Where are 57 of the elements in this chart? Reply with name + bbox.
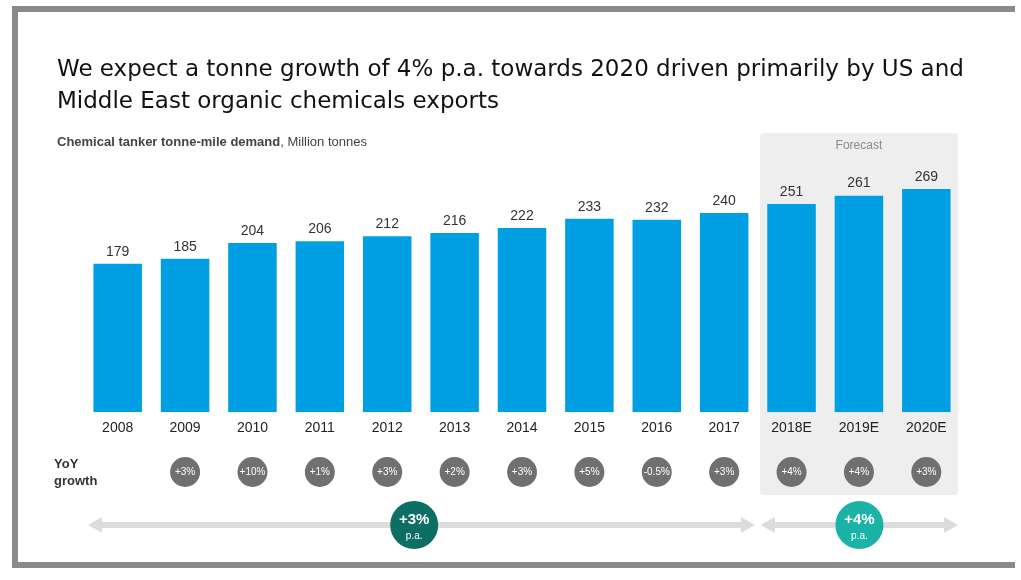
x-tick-label: 2010 bbox=[236, 419, 269, 436]
x-tick-label: 2015 bbox=[573, 419, 606, 436]
text: +3% bbox=[916, 465, 937, 477]
text: +1% bbox=[309, 465, 331, 477]
data-label: 212 bbox=[375, 215, 400, 232]
text: +10% bbox=[239, 465, 266, 477]
bar bbox=[699, 213, 749, 413]
data-label: 261 bbox=[847, 174, 871, 191]
bar bbox=[565, 218, 614, 413]
data-label: 206 bbox=[308, 220, 332, 237]
text: -0.5% bbox=[643, 465, 670, 477]
text: +2% bbox=[444, 465, 465, 477]
text: +4% p.a. bbox=[844, 510, 875, 541]
chart-subtitle: Chemical tanker tonne-mile demand, Million tonnes bbox=[57, 134, 367, 149]
x-tick-label: 2011 bbox=[304, 419, 336, 436]
bar bbox=[632, 219, 682, 413]
data-label: 232 bbox=[645, 198, 669, 215]
bar bbox=[362, 236, 412, 413]
x-tick-label: 2014 bbox=[506, 419, 538, 436]
text: +5% bbox=[579, 465, 600, 477]
x-tick-label: 2020E bbox=[906, 419, 947, 436]
x-tick-label: 2012 bbox=[371, 419, 404, 436]
text: +3% bbox=[511, 465, 533, 477]
x-tick-label: 2016 bbox=[641, 419, 673, 436]
bar bbox=[767, 203, 816, 413]
bar bbox=[497, 228, 547, 413]
text: +3% p.a. bbox=[398, 510, 430, 541]
x-tick-label: 2017 bbox=[708, 419, 740, 436]
bar bbox=[228, 242, 277, 413]
bar bbox=[834, 195, 884, 413]
chart-title: We expect a tonne growth of 4% p.a. towards 2020 driven primarily by US and Middle East organic chemicals exports bbox=[57, 54, 965, 115]
data-label: 179 bbox=[106, 242, 130, 259]
data-label: 185 bbox=[173, 237, 197, 254]
bar bbox=[93, 263, 142, 413]
bar bbox=[430, 232, 479, 413]
text: +4% bbox=[781, 465, 802, 477]
band-label: Forecast bbox=[835, 138, 883, 153]
data-label: 240 bbox=[712, 191, 737, 208]
data-label: 222 bbox=[510, 206, 534, 223]
text: +3% bbox=[377, 465, 398, 477]
data-label: 269 bbox=[914, 167, 939, 184]
x-tick-label: 2009 bbox=[169, 419, 201, 436]
x-tick-label: 2013 bbox=[439, 419, 471, 436]
text: +3% bbox=[714, 465, 735, 477]
text: +4% bbox=[848, 465, 870, 477]
text: +3% bbox=[174, 465, 196, 477]
bar bbox=[295, 241, 345, 413]
x-tick-label: 2019E bbox=[838, 419, 880, 436]
text: YoY growth bbox=[54, 455, 98, 488]
bar bbox=[902, 189, 951, 413]
bar bbox=[160, 258, 210, 413]
x-tick-label: 2018E bbox=[771, 419, 812, 436]
data-label: 204 bbox=[240, 221, 265, 238]
data-label: 216 bbox=[442, 211, 467, 228]
data-label: 233 bbox=[577, 197, 602, 214]
x-tick-label: 2008 bbox=[102, 419, 134, 436]
data-label: 251 bbox=[779, 182, 804, 199]
